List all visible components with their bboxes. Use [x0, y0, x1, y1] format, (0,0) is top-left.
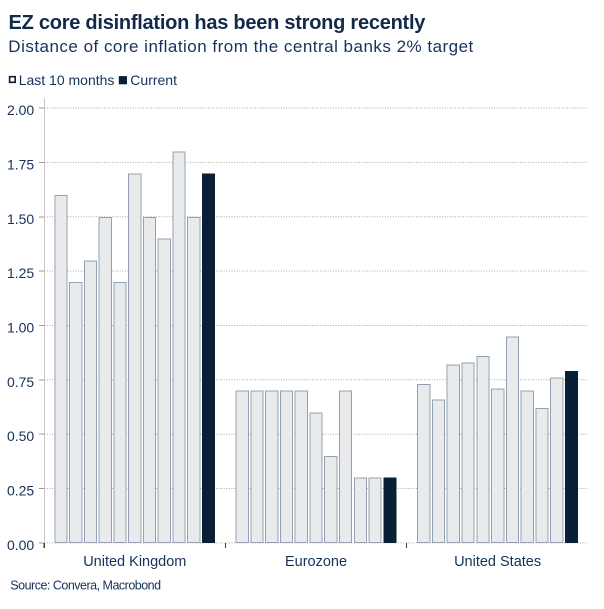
svg-text:Eurozone: Eurozone [285, 554, 347, 570]
svg-text:Distance of core inflation fro: Distance of core inflation from the cent… [8, 37, 473, 56]
svg-text:Last 10 months: Last 10 months [19, 72, 115, 88]
svg-text:United Kingdom: United Kingdom [83, 554, 186, 570]
svg-text:0.25: 0.25 [7, 483, 34, 499]
svg-text:United States: United States [454, 554, 541, 570]
svg-text:0.75: 0.75 [7, 374, 34, 390]
svg-text:1.25: 1.25 [7, 265, 34, 281]
svg-text:Source: Convera, Macrobond: Source: Convera, Macrobond [10, 578, 161, 592]
svg-text:1.00: 1.00 [7, 320, 34, 336]
svg-text:1.75: 1.75 [7, 156, 34, 172]
svg-text:2.00: 2.00 [7, 102, 34, 118]
svg-text:EZ core disinflation has been: EZ core disinflation has been strong rec… [9, 12, 427, 34]
svg-text:0.00: 0.00 [7, 537, 34, 553]
svg-text:Current: Current [130, 72, 177, 88]
svg-text:1.50: 1.50 [7, 211, 34, 227]
svg-text:0.50: 0.50 [7, 428, 34, 444]
